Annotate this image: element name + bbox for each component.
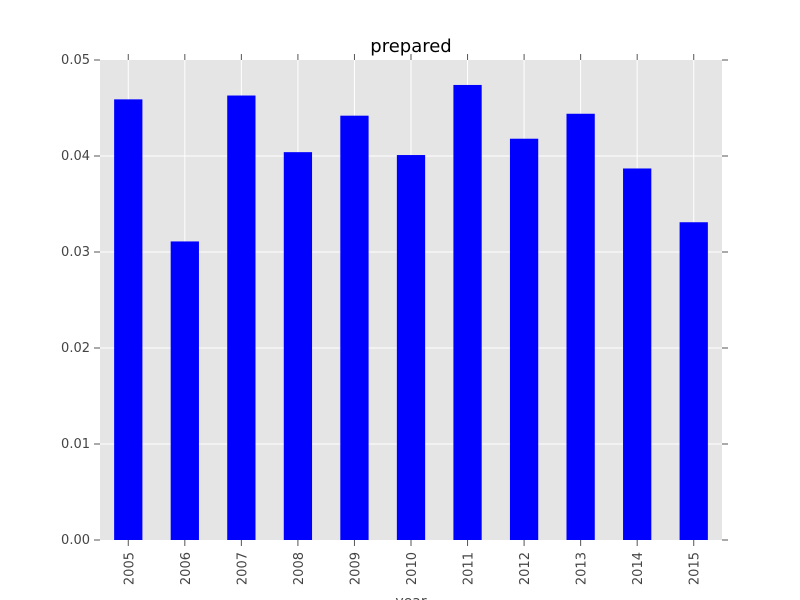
y-tick-label: 0.00 [61,533,90,548]
bar-2005 [114,99,143,541]
x-tick-label-2009: 2009 [348,552,363,585]
bar-2012 [509,138,539,540]
bar-2011 [453,84,482,541]
x-tick-label-2013: 2013 [575,552,590,585]
y-tick-label: 0.05 [61,53,90,68]
bar-2009 [340,115,369,541]
bar-2014 [623,168,652,541]
x-tick-label-2005: 2005 [122,552,137,585]
bar-2015 [679,222,708,541]
tick-labels: 0.00 0.01 0.02 0.03 0.04 0.05 2005 2006 2007 2008… [61,53,703,585]
bar-2010 [396,155,426,541]
x-tick-label-2008: 2008 [292,552,307,585]
y-tick-label: 0.02 [61,341,90,356]
x-tick-label-2007: 2007 [235,552,250,585]
bar-2006 [170,241,199,540]
x-tick-label-2015: 2015 [688,552,703,585]
y-tick-label: 0.04 [61,149,90,164]
bars [114,84,708,541]
x-tick-label-2011: 2011 [462,552,477,585]
x-tick-label-2012: 2012 [518,552,533,585]
x-tick-label-2006: 2006 [179,552,194,585]
bar-2008 [283,152,313,540]
x-axis-label: year [395,594,426,600]
axis-ticks [94,54,728,546]
y-tick-label: 0.03 [61,245,90,260]
bar-2007 [227,95,256,541]
bar-2013 [566,113,595,540]
x-tick-label-2010: 2010 [405,552,420,585]
chart-title: prepared [370,36,451,57]
y-tick-label: 0.01 [61,437,90,452]
x-tick-label-2014: 2014 [631,552,646,585]
